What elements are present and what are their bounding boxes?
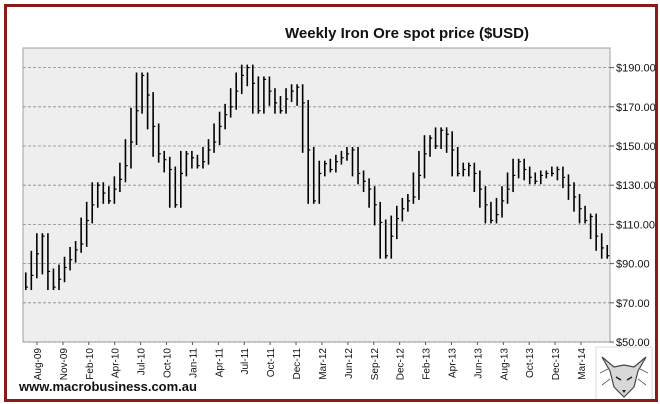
x-tick-label: Feb-10: [85, 348, 96, 380]
x-tick-label: Aug-09: [33, 348, 44, 381]
x-tick-label: Jul-10: [137, 348, 148, 376]
x-tick-label: Jun-13: [473, 348, 484, 379]
y-tick-label: $50.00: [616, 337, 650, 349]
y-tick-label: $130.00: [616, 180, 655, 192]
x-tick-label: Oct-10: [163, 348, 174, 378]
iron-ore-chart: Weekly Iron Ore spot price ($USD) $50.00…: [18, 25, 655, 399]
x-axis-ticks: Aug-09 Nov-09 Feb-10 Apr-10 Jul-10 Oct-10 Jan-…: [33, 342, 588, 380]
y-tick-label: $190.00: [616, 63, 655, 75]
x-tick-label: Nov-09: [59, 348, 70, 381]
fox-icon: [595, 346, 653, 399]
y-tick-label: $110.00: [616, 219, 655, 231]
x-tick-label: Mar-12: [318, 348, 329, 380]
y-tick-label: $90.00: [616, 259, 650, 271]
x-tick-label: Dec-13: [551, 348, 562, 381]
chart-frame: Weekly Iron Ore spot price ($USD) $50.00…: [4, 4, 658, 402]
x-tick-label: Jan-11: [188, 348, 199, 378]
x-tick-label: Jun-12: [344, 348, 355, 379]
x-tick-label: Apr-13: [447, 348, 458, 378]
y-grid: [23, 67, 610, 343]
x-tick-label: Oct-11: [266, 348, 277, 378]
y-axis-ticks: $50.00 $70.00 $90.00 $110.00 $130.00 $150.00 $…: [610, 63, 655, 349]
x-tick-label: Dec-12: [396, 348, 407, 381]
y-tick-label: $70.00: [616, 298, 650, 310]
x-tick-label: Mar-14: [577, 348, 588, 380]
chart-title: Weekly Iron Ore spot price ($USD): [285, 25, 529, 42]
y-tick-label: $150.00: [616, 141, 655, 153]
x-tick-label: Apr-11: [214, 348, 225, 378]
x-tick-label: Jul-11: [240, 348, 251, 375]
x-tick-label: Sep-12: [370, 348, 381, 381]
y-tick-label: $170.00: [616, 102, 655, 114]
plot-area: [22, 47, 611, 343]
price-bars: [24, 64, 610, 291]
website-label: www.macrobusiness.com.au: [18, 379, 197, 394]
x-tick-label: Feb-13: [422, 348, 433, 380]
x-tick-label: Aug-13: [499, 348, 510, 381]
x-tick-label: Oct-13: [525, 348, 536, 378]
x-tick-label: Apr-10: [111, 348, 122, 378]
x-tick-label: Dec-11: [292, 348, 303, 380]
